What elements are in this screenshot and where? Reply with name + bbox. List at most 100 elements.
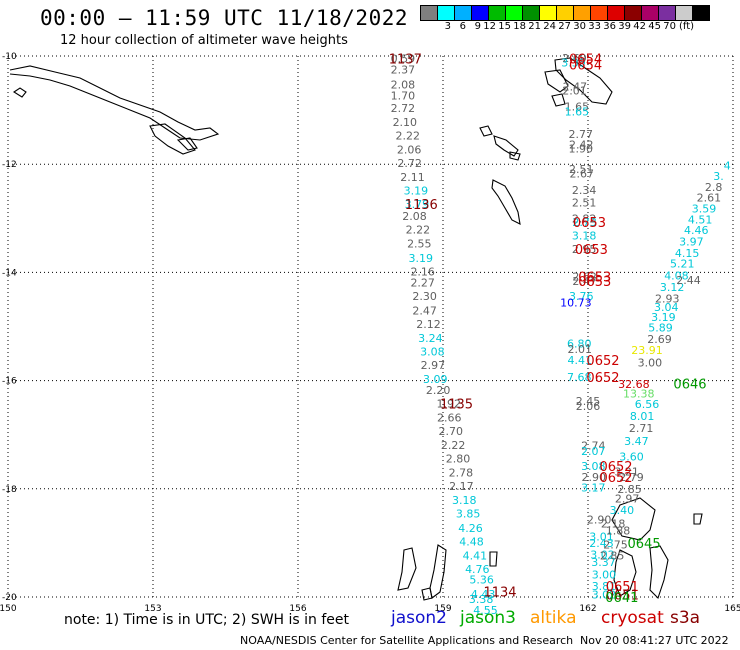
wave-height-label: 3.19 <box>404 185 429 198</box>
wave-height-label: 3.19 <box>651 311 676 324</box>
colorbar-label: 27 <box>558 21 571 32</box>
wave-height-label: 2.77 <box>569 128 594 141</box>
wave-height-label: 6.56 <box>635 398 660 411</box>
wave-height-label: 10.73 <box>560 297 592 310</box>
wave-height-label: 3.81 <box>592 580 617 593</box>
pass-time-label: 0653 <box>573 216 606 231</box>
units-note: note: 1) Time is in UTC; 2) SWH is in fe… <box>64 612 350 628</box>
wave-height-label: 3.39 <box>561 56 586 69</box>
colorbar-label: 45 <box>648 21 661 32</box>
wave-height-label: 32.68 <box>618 378 650 391</box>
wave-height-label: 2.85 <box>600 549 625 562</box>
wave-height-label: 3.00 <box>638 357 663 370</box>
lat-tick-label: -14 <box>2 268 17 278</box>
wave-height-label: 2.82 <box>572 212 597 225</box>
map-title: 00:00 – 11:59 UTC 11/18/2022 <box>40 6 409 30</box>
wave-height-label: 3.85 <box>456 508 481 521</box>
wave-height-label: 2.97 <box>421 359 446 372</box>
colorbar-label: 21 <box>528 21 541 32</box>
coastline <box>429 544 447 599</box>
coastline <box>176 137 198 151</box>
wave-height-label: 2.75 <box>603 539 628 552</box>
wave-height-label: 2.34 <box>572 184 597 197</box>
wave-height-label: 2.90 <box>582 471 607 484</box>
colorbar-label: 42 <box>633 21 646 32</box>
wave-height-label: 2.44 <box>676 274 701 287</box>
colorbar-label: 70 <box>663 21 676 32</box>
wave-height-label: 1.90 <box>569 143 594 156</box>
wave-height-label: 2.42 <box>569 139 594 152</box>
pass-time-label: 0654 <box>569 59 602 74</box>
wave-height-label: 0.59 <box>391 53 416 66</box>
wave-height-label: 2.22 <box>395 130 420 143</box>
satellite-legend-jason3: jason3 <box>460 608 516 628</box>
wave-height-label: 3.01 <box>589 530 614 543</box>
pass-time-label: 1134 <box>483 586 516 601</box>
wave-height-label: 4.15 <box>675 247 700 260</box>
wave-height-label: 8.01 <box>630 410 655 423</box>
wave-height-label: 7.68 <box>567 371 592 384</box>
pass-time-label: 1136 <box>405 198 438 213</box>
wave-height-label: 2.08 <box>391 79 416 92</box>
wave-height-label: 2.47 <box>563 80 588 93</box>
pass-time-label: 0653 <box>575 243 608 258</box>
pass-time-label: 0654 <box>569 53 602 68</box>
footer-timestamp: Nov 20 08:41:27 UTC 2022 <box>580 634 729 647</box>
wave-height-label: 2.93 <box>655 292 680 305</box>
wave-height-label: 2.72 <box>391 102 416 115</box>
wave-height-label: 3.08 <box>581 460 606 473</box>
pass-time-label: 1135 <box>440 397 473 412</box>
colorbar <box>420 5 710 21</box>
wave-height-label: 2.27 <box>410 277 435 290</box>
pass-time-label: 0652 <box>599 460 632 475</box>
coastline <box>493 135 519 157</box>
wave-height-label: 2.51 <box>572 197 597 210</box>
pass-time-label: 0652 <box>586 371 619 386</box>
wave-height-label: 2.71 <box>629 422 654 435</box>
pass-time-label: 0653 <box>578 271 611 286</box>
colorbar-label: 33 <box>588 21 601 32</box>
wave-height-label: 1.65 <box>565 106 590 119</box>
pass-time-label: 0653 <box>578 275 611 290</box>
wave-height-label: 3.24 <box>418 332 443 345</box>
wave-height-label: 2.20 <box>426 384 451 397</box>
wave-height-label: 3.40 <box>610 504 635 517</box>
wave-height-label: 3.18 <box>572 230 597 243</box>
wave-height-label: 5.21 <box>670 258 695 271</box>
wave-height-label: 2.11 <box>400 171 425 184</box>
wave-height-label: 2.45 <box>576 395 601 408</box>
wave-height-label: 2.62 <box>572 271 597 284</box>
wave-height-label: 4 <box>724 159 731 172</box>
pass-time-label: 1137 <box>389 53 422 68</box>
coastline <box>421 587 433 601</box>
lat-tick-label: -12 <box>2 160 17 170</box>
wave-height-label: 6.80 <box>567 337 592 350</box>
wave-height-label: 2.17 <box>449 480 474 493</box>
wave-height-label: 4.46 <box>684 224 709 237</box>
wave-height-label: 1.88 <box>606 524 631 537</box>
wave-height-label: 1.92 <box>437 397 462 410</box>
wave-height-label: 4.76 <box>465 563 490 576</box>
coastline <box>693 513 703 525</box>
wave-height-label: 2.12 <box>416 318 441 331</box>
coastline <box>551 93 566 107</box>
wave-height-label: 2.10 <box>393 116 418 129</box>
wave-height-label: 3.47 <box>624 435 649 448</box>
pass-time-label: 0651 <box>606 580 639 595</box>
wave-height-label: 5.36 <box>469 574 494 587</box>
colorbar-swatch <box>692 5 710 21</box>
wave-height-label: 2.16 <box>410 265 435 278</box>
wave-height-label: 4.41 <box>568 354 593 367</box>
wave-height-label: 2.01 <box>568 343 593 356</box>
lat-tick-label: -20 <box>2 593 17 603</box>
wave-height-label: 1.65 <box>565 100 590 113</box>
wave-height-label: 3.00 <box>592 568 617 581</box>
pass-time-label: 0646 <box>673 377 706 392</box>
wave-height-label: 2.08 <box>402 210 427 223</box>
wave-height-label: 2.74 <box>581 440 606 453</box>
wave-height-label: 3.12 <box>660 281 685 294</box>
wave-height-label: 2.80 <box>446 453 471 466</box>
colorbar-label: 24 <box>543 21 556 32</box>
wave-height-label: 3.79 <box>405 198 430 211</box>
